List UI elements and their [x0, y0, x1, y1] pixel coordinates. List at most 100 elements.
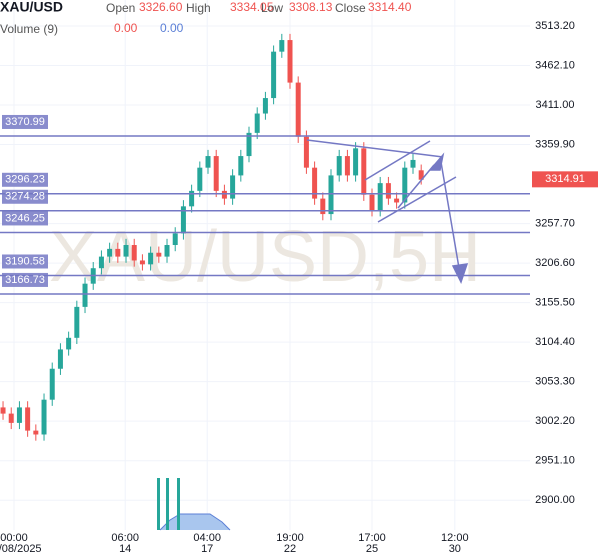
candle-body: [262, 98, 268, 114]
last-price-label: 3314.91: [545, 173, 585, 185]
candle-body: [16, 407, 22, 423]
candle-body: [164, 245, 170, 257]
level-label: 3296.23: [5, 174, 45, 186]
watermark: XAU/USD,5H: [49, 217, 481, 297]
symbol-title: XAU/USD: [0, 0, 63, 15]
volume-bar: [177, 478, 180, 530]
level-label: 3274.28: [5, 191, 45, 203]
channel-line: [364, 140, 431, 181]
x-tick-date: 30: [449, 543, 461, 555]
candle-body: [320, 198, 326, 215]
candle-body: [410, 159, 416, 168]
candle-body: [385, 183, 391, 199]
candle-body: [394, 198, 400, 203]
candle-body: [213, 156, 219, 191]
volume-ma-area: [160, 514, 230, 530]
volume-bar: [157, 478, 160, 530]
x-tick-date: 14: [119, 543, 131, 555]
candle-body: [156, 252, 162, 257]
candle-body: [98, 256, 104, 269]
x-tick-label: 06:00: [111, 532, 139, 544]
candle-body: [172, 233, 178, 246]
x-tick-label: 19:00: [276, 532, 304, 544]
volume-bar: [166, 478, 169, 530]
x-tick-date: 25: [366, 543, 378, 555]
candle-body: [123, 245, 129, 257]
level-label: 3246.25: [5, 212, 45, 224]
candle-body: [148, 252, 154, 265]
y-tick-label: 2900.00: [535, 494, 575, 506]
candles: [0, 33, 424, 441]
candle-body: [115, 248, 121, 257]
y-tick-label: 3155.50: [535, 297, 575, 309]
level-label: 3370.99: [5, 116, 45, 128]
last-price-box: [532, 171, 598, 188]
candle-body: [139, 260, 145, 265]
ohlc-value: 3326.60: [139, 0, 183, 14]
level-label: 3190.58: [5, 255, 45, 267]
candle-body: [0, 407, 6, 414]
candle-body: [353, 148, 359, 176]
y-tick-label: 3104.40: [535, 336, 575, 348]
candle-body: [180, 206, 186, 234]
candle-body: [33, 430, 39, 435]
candle-body: [57, 349, 63, 369]
candle-body: [41, 399, 47, 435]
candle-body: [344, 156, 350, 176]
ohlc-label: Close: [335, 1, 366, 15]
x-tick-label: 04:00: [193, 532, 221, 544]
candle-body: [82, 283, 88, 307]
candle-body: [230, 175, 236, 199]
arrow-line: [440, 161, 460, 269]
arrow-line: [397, 164, 435, 209]
candle-body: [74, 306, 80, 338]
candle-body: [295, 82, 301, 137]
y-tick-label: 3359.90: [535, 138, 575, 150]
candle-body: [402, 167, 408, 203]
x-tick-label: 17:00: [358, 532, 386, 544]
candle-body: [369, 194, 375, 211]
candle-body: [238, 156, 244, 176]
trend-line: [306, 139, 444, 158]
volume-value: 0.00: [160, 21, 184, 35]
y-tick-label: 3002.20: [535, 415, 575, 427]
candle-body: [221, 190, 227, 199]
candle-body: [8, 413, 14, 423]
levels: 3370.99 3296.23 3274.28 3246.25 3190.58 3166.…: [0, 114, 530, 295]
candle-body: [312, 167, 318, 199]
ohlc-label: Open: [106, 1, 135, 15]
volume-area: [157, 478, 231, 531]
y-tick-label: 2951.10: [535, 455, 575, 467]
candle-body: [303, 136, 309, 168]
candle-body: [66, 337, 72, 350]
y-tick-label: 3206.60: [535, 257, 575, 269]
candle-body: [418, 170, 424, 180]
candle-body: [328, 175, 334, 215]
x-tick-date: 17: [201, 543, 213, 555]
level-label-box: [2, 189, 48, 204]
level-label-box: [2, 272, 48, 287]
ohlc-label: High: [186, 1, 211, 15]
x-tick-label: 00:00: [0, 532, 28, 544]
candle-body: [197, 167, 203, 191]
candle-body: [287, 40, 293, 83]
level-label-box: [2, 254, 48, 269]
candle-body: [336, 156, 342, 176]
candle-body: [361, 148, 367, 195]
x-tick-label: 12:00: [441, 532, 469, 544]
volume-value: 0.00: [114, 21, 138, 35]
arrow-head: [451, 263, 469, 284]
candle-body: [189, 190, 195, 207]
candle-body: [254, 113, 260, 133]
x-tick-date: 22: [284, 543, 296, 555]
candle-body: [107, 248, 113, 257]
candle-body: [279, 40, 285, 52]
level-label: 3166.73: [5, 274, 45, 286]
candle-body: [246, 132, 252, 157]
legend-header: XAU/USD Volume (9) Open 3326.60 High 3334.0…: [0, 0, 412, 36]
channel-line: [377, 176, 457, 223]
ohlc-value: 3308.13: [289, 0, 333, 14]
candle-body: [377, 183, 383, 211]
